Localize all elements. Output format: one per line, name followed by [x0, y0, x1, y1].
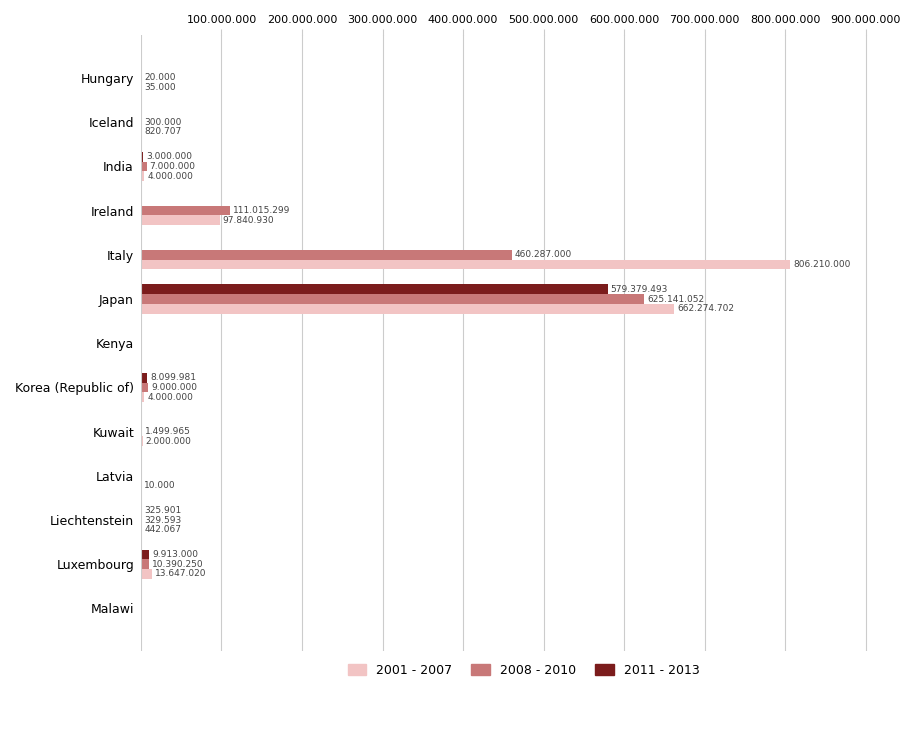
Text: 8.099.981: 8.099.981	[150, 373, 196, 383]
Bar	[141, 569, 152, 579]
Text: 20.000: 20.000	[144, 74, 176, 82]
Bar	[141, 215, 220, 225]
Text: 9.000.000: 9.000.000	[151, 383, 197, 392]
Bar	[141, 392, 145, 402]
Legend: 2001 - 2007, 2008 - 2010, 2011 - 2013: 2001 - 2007, 2008 - 2010, 2011 - 2013	[343, 658, 705, 682]
Bar	[141, 285, 608, 294]
Text: 10.000: 10.000	[144, 481, 176, 490]
Bar	[141, 206, 230, 215]
Bar	[141, 294, 645, 304]
Text: 4.000.000: 4.000.000	[147, 393, 193, 402]
Bar	[141, 550, 149, 559]
Text: 4.000.000: 4.000.000	[147, 172, 193, 180]
Bar	[141, 383, 148, 392]
Bar	[141, 373, 147, 383]
Text: 300.000: 300.000	[145, 118, 181, 127]
Text: 97.840.930: 97.840.930	[223, 216, 274, 225]
Bar	[141, 250, 512, 260]
Text: 10.390.250: 10.390.250	[152, 560, 204, 569]
Text: 442.067: 442.067	[145, 526, 181, 534]
Bar	[141, 260, 790, 269]
Text: 329.593: 329.593	[145, 515, 181, 525]
Text: 806.210.000: 806.210.000	[793, 260, 851, 269]
Text: 2.000.000: 2.000.000	[146, 437, 192, 446]
Bar	[141, 152, 144, 161]
Bar	[141, 172, 145, 181]
Text: 325.901: 325.901	[145, 506, 181, 515]
Bar	[141, 427, 142, 437]
Text: 111.015.299: 111.015.299	[233, 206, 291, 215]
Bar	[141, 559, 149, 569]
Bar	[141, 437, 143, 446]
Text: 820.707: 820.707	[145, 128, 182, 137]
Text: 662.274.702: 662.274.702	[677, 304, 734, 313]
Text: 9.913.000: 9.913.000	[152, 550, 198, 559]
Bar	[141, 304, 674, 314]
Text: 1.499.965: 1.499.965	[146, 427, 191, 436]
Bar	[141, 161, 146, 172]
Text: 625.141.052: 625.141.052	[647, 294, 705, 304]
Text: 35.000: 35.000	[144, 83, 176, 92]
Text: 460.287.000: 460.287.000	[515, 250, 572, 259]
Text: 579.379.493: 579.379.493	[611, 285, 668, 293]
Text: 7.000.000: 7.000.000	[149, 162, 195, 171]
Text: 3.000.000: 3.000.000	[146, 152, 192, 161]
Text: 13.647.020: 13.647.020	[155, 569, 206, 578]
